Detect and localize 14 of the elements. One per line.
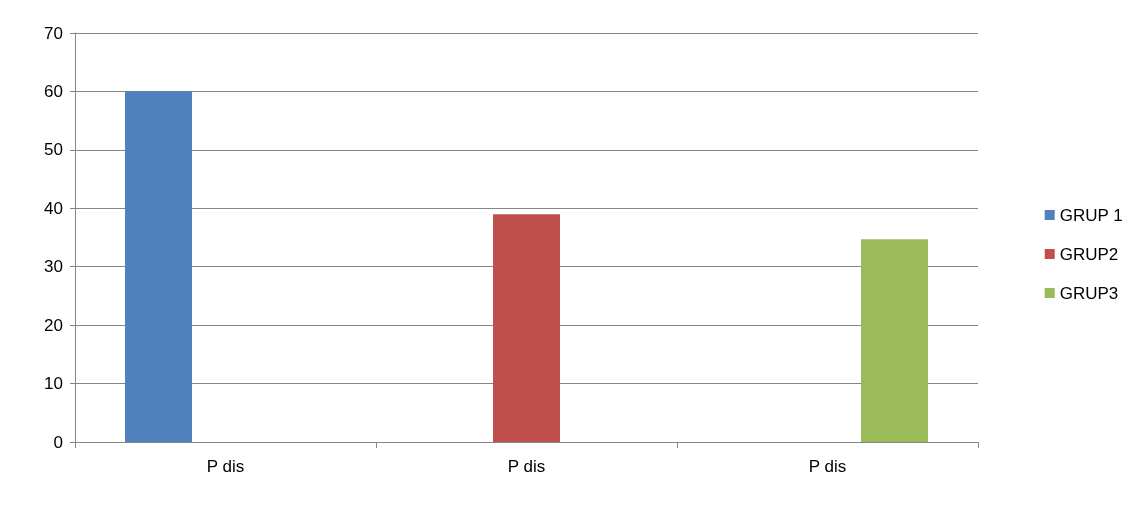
legend-label: GRUP2 <box>1059 244 1119 264</box>
x-tick-label: P dis <box>507 457 546 476</box>
y-tick-label: 70 <box>44 23 63 43</box>
y-tick-label: 60 <box>44 81 63 101</box>
y-tick-label: 30 <box>44 257 63 277</box>
y-tick-label: 0 <box>53 432 63 452</box>
y-tick-label: 10 <box>44 374 63 394</box>
legend-label: GRUP3 <box>1059 283 1119 303</box>
y-tick-label: 50 <box>44 140 63 160</box>
legend-label: GRUP 1 <box>1059 205 1123 225</box>
y-tick-label: 40 <box>44 198 63 218</box>
x-tick-label: P dis <box>206 457 245 476</box>
y-tick-label: 20 <box>44 315 63 335</box>
x-tick-label: P dis <box>808 457 847 476</box>
